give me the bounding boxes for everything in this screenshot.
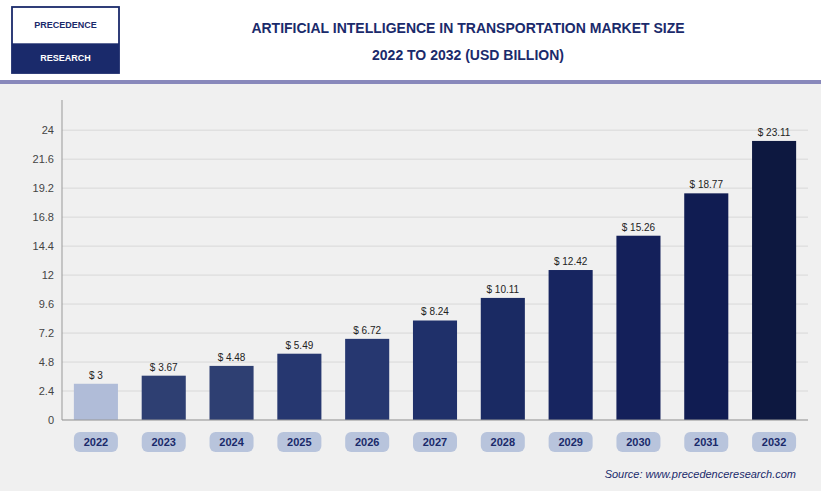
x-tick-pill (481, 432, 525, 452)
separator (0, 80, 821, 84)
x-tick-label: 2030 (626, 436, 650, 448)
bar (616, 236, 660, 420)
y-tick-label: 4.8 (39, 356, 54, 368)
logo-box (12, 7, 119, 73)
bar (549, 270, 593, 420)
logo-bottom (12, 43, 119, 73)
x-tick-pill (413, 432, 457, 452)
x-tick-label: 2028 (491, 436, 515, 448)
x-tick-pill (616, 432, 660, 452)
bar (277, 354, 321, 420)
data-label: $ 4.48 (218, 352, 246, 363)
data-label: $ 10.11 (487, 284, 520, 295)
data-label: $ 18.77 (690, 179, 724, 190)
x-tick-pill (142, 432, 186, 452)
bar (684, 193, 728, 420)
y-tick-label: 16.8 (33, 211, 54, 223)
grid-line (62, 159, 808, 160)
data-label: $ 6.72 (353, 325, 381, 336)
source: Source: www.precedenceresearch.com (605, 468, 796, 480)
x-tick-pill (752, 432, 796, 452)
x-tick-label: 2032 (762, 436, 786, 448)
bars (74, 141, 796, 420)
x-tick-label: 2023 (151, 436, 175, 448)
x-tick-pill (210, 432, 254, 452)
x-tick-label: 2029 (558, 436, 582, 448)
x-tick-label: 2027 (423, 436, 447, 448)
x-tick-label: 2025 (287, 436, 311, 448)
title: ARTIFICIAL INTELLIGENCE IN TRANSPORTATIO… (251, 20, 684, 36)
bar (752, 141, 796, 420)
x-tick-pill (74, 432, 118, 452)
bar (413, 320, 457, 420)
x-tick-pill (549, 432, 593, 452)
y-tick-label: 24 (42, 124, 54, 136)
y-tick-label: 2.4 (39, 385, 54, 397)
y-tick-label: 21.6 (33, 153, 54, 165)
data-label: $ 23.11 (758, 127, 791, 138)
y-tick-label: 14.4 (33, 240, 54, 252)
grid-line (62, 420, 808, 421)
y-tick-label: 9.6 (39, 298, 54, 310)
x-tick-pill (277, 432, 321, 452)
x-tick-label: 2026 (355, 436, 379, 448)
y-tick-label: 12 (42, 269, 54, 281)
y-tick-label: 0 (48, 414, 54, 426)
bar (345, 339, 389, 420)
data-label: $ 5.49 (285, 340, 313, 351)
x-tick-label: 2031 (694, 436, 718, 448)
data-label: $ 3 (89, 370, 103, 381)
bar (210, 366, 254, 420)
header (0, 0, 821, 80)
background (0, 0, 821, 491)
data-label: $ 3.67 (150, 362, 178, 373)
data-label: $ 8.24 (421, 306, 449, 317)
grid (62, 130, 808, 420)
bar (74, 384, 118, 420)
x-tick-pill (345, 432, 389, 452)
chart: PRECEDENCE RESEARCH ARTIFICIAL INTELLIGENC… (0, 0, 821, 491)
x-tick-label: 2022 (84, 436, 108, 448)
x-tick-pill (684, 432, 728, 452)
x-axis-line (62, 420, 808, 421)
subtitle: 2022 TO 2032 (USD BILLION) (372, 47, 564, 63)
x-tick-label: 2024 (219, 436, 244, 448)
logo-text: RESEARCH (40, 53, 91, 63)
logo-text: PRECEDENCE (34, 20, 97, 30)
bar (481, 298, 525, 420)
grid-line (62, 130, 808, 131)
y-axis-line (62, 100, 63, 420)
y-tick-label: 19.2 (33, 182, 54, 194)
y-tick-label: 7.2 (39, 327, 54, 339)
data-label: $ 15.26 (622, 222, 656, 233)
bar (142, 376, 186, 420)
data-label: $ 12.42 (554, 256, 588, 267)
